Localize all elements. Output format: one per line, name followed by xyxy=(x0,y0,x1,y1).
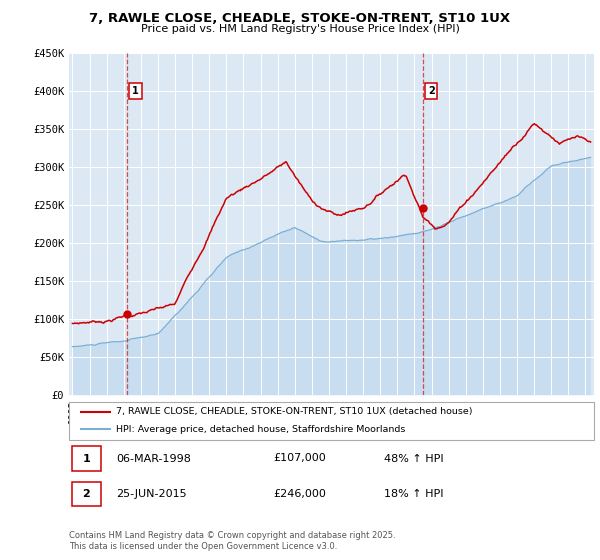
Text: 1: 1 xyxy=(132,86,139,96)
Text: Price paid vs. HM Land Registry's House Price Index (HPI): Price paid vs. HM Land Registry's House … xyxy=(140,24,460,34)
Text: 18% ↑ HPI: 18% ↑ HPI xyxy=(384,489,443,499)
Text: £107,000: £107,000 xyxy=(274,454,326,464)
FancyBboxPatch shape xyxy=(69,402,594,440)
Text: HPI: Average price, detached house, Staffordshire Moorlands: HPI: Average price, detached house, Staf… xyxy=(116,425,406,434)
Text: 2: 2 xyxy=(82,489,90,499)
Text: 1: 1 xyxy=(82,454,90,464)
FancyBboxPatch shape xyxy=(71,446,101,471)
Text: This data is licensed under the Open Government Licence v3.0.: This data is licensed under the Open Gov… xyxy=(69,542,337,551)
Text: 25-JUN-2015: 25-JUN-2015 xyxy=(116,489,187,499)
Text: 7, RAWLE CLOSE, CHEADLE, STOKE-ON-TRENT, ST10 1UX: 7, RAWLE CLOSE, CHEADLE, STOKE-ON-TRENT,… xyxy=(89,12,511,25)
Text: 7, RAWLE CLOSE, CHEADLE, STOKE-ON-TRENT, ST10 1UX (detached house): 7, RAWLE CLOSE, CHEADLE, STOKE-ON-TRENT,… xyxy=(116,407,473,416)
Text: Contains HM Land Registry data © Crown copyright and database right 2025.: Contains HM Land Registry data © Crown c… xyxy=(69,531,395,540)
Text: 2: 2 xyxy=(428,86,434,96)
Text: 06-MAR-1998: 06-MAR-1998 xyxy=(116,454,191,464)
FancyBboxPatch shape xyxy=(71,482,101,506)
Text: 48% ↑ HPI: 48% ↑ HPI xyxy=(384,454,443,464)
Text: £246,000: £246,000 xyxy=(274,489,326,499)
